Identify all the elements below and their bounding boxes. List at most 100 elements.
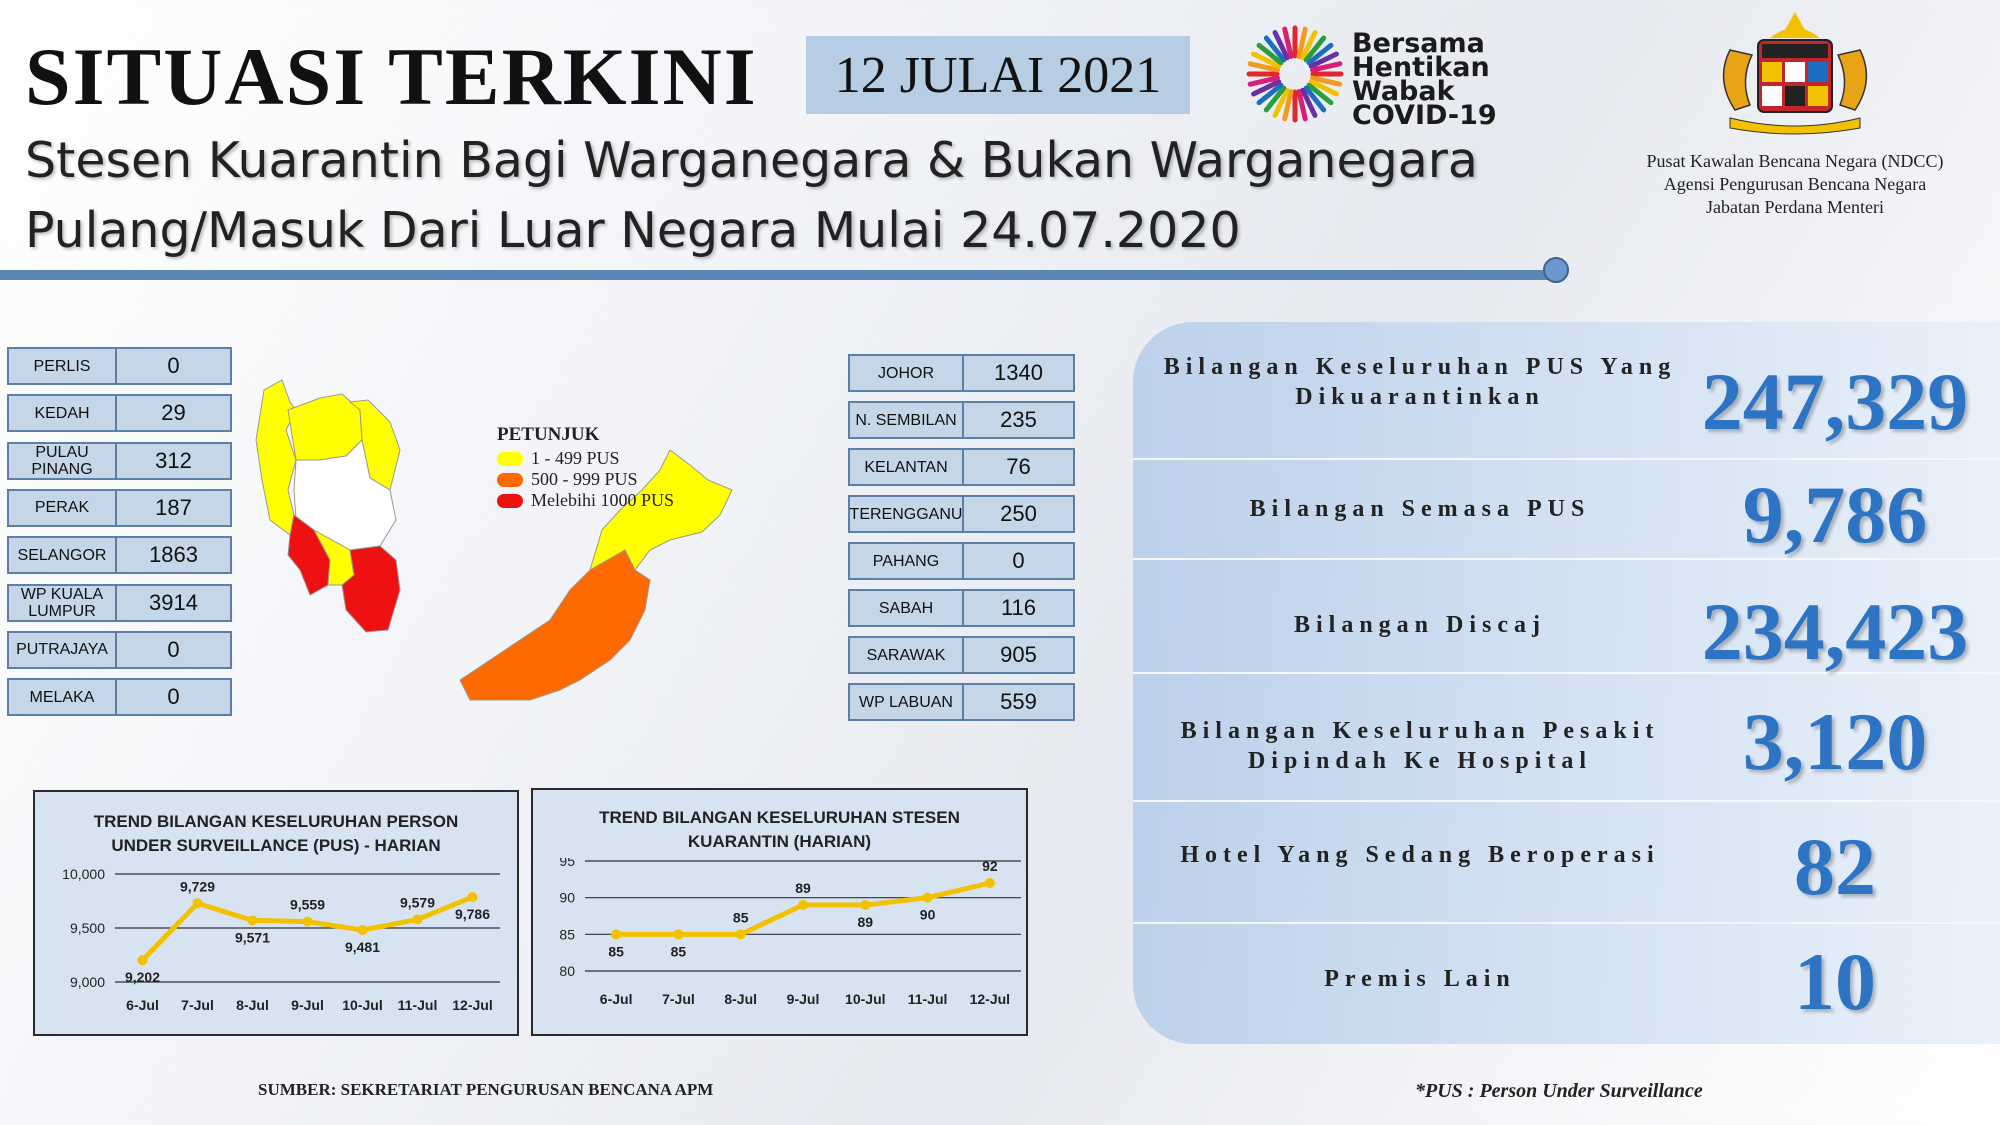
chart-pus-plot: 9,000 9,500 10,000 9,202 6-Jul 9,729 7-Jul 9,57… bbox=[62, 866, 500, 1013]
state-row: MELAKA 0 bbox=[7, 678, 232, 717]
sunburst-ray bbox=[1303, 85, 1327, 113]
legend-label: 500 - 999 PUS bbox=[531, 469, 638, 489]
sunburst-ray bbox=[1282, 89, 1294, 122]
data-point bbox=[357, 925, 368, 936]
state-row: N. SEMBILAN 235 bbox=[848, 401, 1075, 439]
state-row: TERENGGANU 250 bbox=[848, 495, 1075, 533]
malaysia-map bbox=[255, 379, 733, 701]
state-value: 76 bbox=[964, 448, 1075, 486]
data-point bbox=[467, 892, 478, 903]
state-value: 29 bbox=[117, 394, 232, 433]
sunburst-ray bbox=[1247, 75, 1280, 87]
x-tick-label: 7-Jul bbox=[181, 997, 214, 1013]
stat-hospital-value: 3,120 bbox=[1742, 696, 1928, 787]
subtitle-line-2: Pulang/Masuk Dari Luar Negara Mulai 24.0… bbox=[25, 202, 1241, 259]
sunburst-ray bbox=[1296, 89, 1308, 122]
stat-premis-label: Premis Lain bbox=[1324, 966, 1516, 992]
sunburst-ray bbox=[1272, 87, 1290, 118]
y-tick-label: 10,000 bbox=[62, 866, 105, 882]
stats-separator bbox=[1133, 800, 2000, 802]
subtitle-line-1: Stesen Kuarantin Bagi Warganegara & Buka… bbox=[25, 132, 1478, 189]
sunburst-ray bbox=[1310, 75, 1343, 87]
data-point bbox=[798, 900, 808, 910]
state-row: SARAWAK 905 bbox=[848, 636, 1075, 674]
state-name: MELAKA bbox=[7, 678, 117, 717]
campaign-line: COVID-19 bbox=[1352, 100, 1497, 131]
map-state-kedah-perak bbox=[255, 379, 297, 536]
data-label: 85 bbox=[608, 943, 624, 959]
sunburst-ray bbox=[1300, 87, 1318, 118]
legend-label: 1 - 499 PUS bbox=[531, 448, 620, 468]
chart-stations-box: TREND BILANGAN KESELURUHAN STESEN KUARAN… bbox=[531, 788, 1028, 1036]
chart-title: TREND BILANGAN KESELURUHAN PERSON UNDER … bbox=[93, 812, 459, 855]
legend-item: Melebihi 1000 PUS bbox=[497, 490, 674, 511]
stats-separator bbox=[1133, 922, 2000, 924]
stat-current-pus-label: Bilangan Semasa PUS bbox=[1249, 496, 1591, 522]
data-point bbox=[302, 916, 313, 927]
stat-discharge-label: Bilangan Discaj bbox=[1293, 612, 1547, 638]
data-label: 9,786 bbox=[455, 906, 490, 922]
y-tick-label: 85 bbox=[559, 926, 575, 942]
state-name: PUTRAJAYA bbox=[7, 630, 117, 669]
state-row: WP KUALA LUMPUR 3914 bbox=[7, 583, 232, 622]
state-value: 0 bbox=[117, 678, 232, 717]
state-row: JOHOR 1340 bbox=[848, 354, 1075, 392]
data-label: 9,202 bbox=[125, 969, 160, 985]
stats-separator bbox=[1133, 458, 2000, 460]
state-name: SABAH bbox=[848, 589, 964, 627]
stat-premis-value: 10 bbox=[1794, 936, 1876, 1027]
state-name: WP KUALA LUMPUR bbox=[7, 583, 117, 622]
state-row: PAHANG 0 bbox=[848, 542, 1075, 580]
data-point bbox=[860, 900, 871, 910]
state-name: PERLIS bbox=[7, 347, 117, 385]
source-note: SUMBER: SEKRETARIAT PENGURUSAN BENCANA A… bbox=[258, 1080, 714, 1099]
data-label: 9,729 bbox=[180, 878, 215, 894]
legend-item: 500 - 999 PUS bbox=[497, 469, 674, 490]
state-name: KEDAH bbox=[7, 394, 117, 433]
state-value: 559 bbox=[964, 683, 1075, 721]
campaign-logo-text: Bersama Hentikan Wabak COVID-19 bbox=[1352, 30, 1497, 131]
data-label: 85 bbox=[671, 943, 687, 959]
sunburst-ray bbox=[1256, 82, 1284, 106]
data-point bbox=[984, 878, 995, 888]
state-row: PUTRAJAYA 0 bbox=[7, 630, 232, 669]
state-value: 0 bbox=[117, 630, 232, 669]
header-divider bbox=[0, 270, 1555, 280]
x-tick-label: 6-Jul bbox=[126, 997, 159, 1013]
x-tick-label: 9-Jul bbox=[787, 991, 820, 1007]
y-tick-label: 9,000 bbox=[70, 974, 105, 990]
chart-pus-box: TREND BILANGAN KESELURUHAN PERSON UNDER … bbox=[33, 790, 519, 1036]
legend-label: Melebihi 1000 PUS bbox=[531, 490, 675, 510]
data-point bbox=[137, 955, 148, 966]
state-value: 0 bbox=[117, 347, 232, 385]
x-tick-label: 12-Jul bbox=[970, 991, 1010, 1007]
y-tick-label: 9,500 bbox=[70, 920, 105, 936]
sunburst-ray bbox=[1247, 61, 1280, 73]
legend-title: PETUNJUK bbox=[497, 424, 600, 445]
x-tick-label: 10-Jul bbox=[845, 991, 885, 1007]
sunburst-ray bbox=[1306, 42, 1334, 66]
state-name: SARAWAK bbox=[848, 636, 964, 674]
state-value: 250 bbox=[964, 495, 1075, 533]
sunburst-ray bbox=[1303, 35, 1327, 63]
state-value: 1340 bbox=[964, 354, 1075, 392]
x-tick-label: 8-Jul bbox=[724, 991, 757, 1007]
data-label: 9,481 bbox=[345, 939, 380, 955]
state-row: SELANGOR 1863 bbox=[7, 536, 232, 575]
map-state-north bbox=[287, 393, 363, 461]
state-name: TERENGGANU bbox=[848, 495, 964, 533]
legend-swatch bbox=[497, 493, 523, 508]
data-point bbox=[247, 915, 258, 926]
map-legend: PETUNJUK 1 - 499 PUS 500 - 999 PUS Meleb… bbox=[497, 424, 674, 511]
legend-item: 1 - 499 PUS bbox=[497, 448, 674, 469]
date-badge: 12 JULAI 2021 bbox=[806, 36, 1190, 114]
map-state-sarawak bbox=[459, 549, 651, 701]
stat-current-pus-value: 9,786 bbox=[1742, 469, 1928, 560]
state-row: WP LABUAN 559 bbox=[848, 683, 1075, 721]
sunburst-ray bbox=[1251, 51, 1282, 69]
agency-line: Agensi Pengurusan Bencana Negara bbox=[1663, 174, 1927, 194]
state-name: PULAU PINANG bbox=[7, 441, 117, 480]
state-row: KELANTAN 76 bbox=[848, 448, 1075, 486]
data-label: 92 bbox=[982, 858, 998, 874]
page-title: SITUASI TERKINI bbox=[25, 31, 758, 122]
